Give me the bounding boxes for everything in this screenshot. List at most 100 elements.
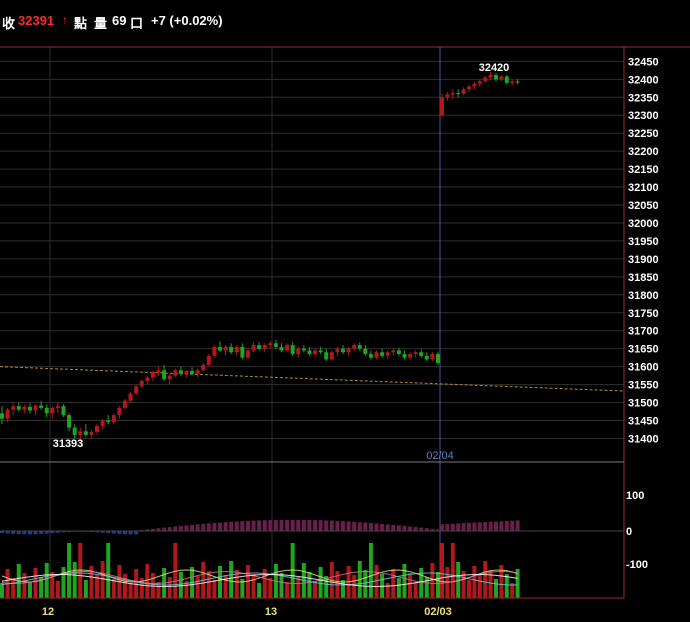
volume-bar xyxy=(72,562,77,598)
oscillator-bar xyxy=(27,531,32,535)
candle-body xyxy=(329,352,334,360)
oscillator-bar xyxy=(402,525,407,531)
oscillator-bar xyxy=(44,531,49,534)
volume-bar xyxy=(340,580,345,598)
volume-bar xyxy=(251,574,256,598)
candle-body xyxy=(195,370,200,374)
candle-body xyxy=(44,407,49,414)
candle-body xyxy=(162,370,167,380)
trend-line-segment xyxy=(0,366,625,392)
candle-body xyxy=(499,76,504,80)
oscillator-bar xyxy=(461,523,466,531)
volume-bar xyxy=(33,568,38,598)
candle-body xyxy=(251,345,256,351)
price-tick-label: 32400 xyxy=(628,74,659,86)
volume-bar xyxy=(352,575,357,598)
price-tick-label: 31950 xyxy=(628,236,659,248)
candle-body xyxy=(5,409,10,419)
volume-bar xyxy=(122,574,127,598)
candle-body xyxy=(368,354,373,358)
candle-body xyxy=(346,348,351,353)
candle-body xyxy=(128,393,133,401)
candle-body xyxy=(285,345,290,351)
candle-body xyxy=(240,346,245,358)
oscillator-bar xyxy=(391,524,396,531)
oscillator-bar xyxy=(380,523,385,531)
candle-body xyxy=(273,343,278,347)
price-tick-label: 32100 xyxy=(628,182,659,194)
candle-body xyxy=(0,413,4,419)
oscillator-bar xyxy=(296,519,301,531)
candle-body xyxy=(83,431,88,435)
volume-bar xyxy=(173,543,178,598)
candle-body xyxy=(22,406,27,410)
grid-lines xyxy=(0,47,624,598)
candle-body xyxy=(424,355,429,360)
volume-bar xyxy=(324,576,329,598)
volume-bar xyxy=(419,568,424,598)
candle-body xyxy=(385,352,390,356)
oscillator-bar xyxy=(67,531,72,533)
candle-body xyxy=(450,92,455,95)
oscillator-bar xyxy=(190,524,195,531)
candle-body xyxy=(173,370,178,376)
oscillator-bar xyxy=(100,531,105,533)
close-label: 收 xyxy=(2,16,16,31)
candle-body xyxy=(201,364,206,371)
candle-body xyxy=(436,354,440,364)
oscillator-bar xyxy=(313,520,318,531)
oscillator-bar xyxy=(301,519,306,531)
volume-bar xyxy=(467,580,471,598)
trend-line xyxy=(0,366,625,392)
axis-labels: 32420 31393 02/04 32450 32400 32350 32300 32250… xyxy=(42,56,659,618)
oscillator-bar xyxy=(408,526,413,531)
indicator-line xyxy=(1,569,518,583)
candle-body xyxy=(72,427,77,435)
volume-bar xyxy=(257,583,262,598)
price-tick-label: 32350 xyxy=(628,92,659,104)
volume-bar xyxy=(391,569,396,598)
oscillator-bar xyxy=(472,522,477,531)
candle-body xyxy=(335,348,340,353)
oscillator-bar xyxy=(212,522,217,531)
candle-body xyxy=(178,370,183,374)
price-tick-label: 32050 xyxy=(628,200,659,212)
volume-bar xyxy=(27,582,32,598)
price-tick-label: 31800 xyxy=(628,290,659,302)
volume-unit: 口 xyxy=(130,16,144,31)
candle-body xyxy=(413,352,418,355)
oscillator-bar xyxy=(329,520,334,531)
volume-bar xyxy=(22,573,27,598)
indicator-panel xyxy=(0,519,520,598)
candle-body xyxy=(456,92,461,94)
candle-body xyxy=(477,81,482,84)
candle-body xyxy=(340,348,345,353)
oscillator-bar xyxy=(279,519,284,531)
oscillator-bar xyxy=(307,519,312,531)
chart-frame xyxy=(0,46,690,599)
oscillator-bar xyxy=(483,522,488,531)
candle-body xyxy=(61,406,66,416)
oscillator-bar xyxy=(139,529,144,531)
candle-body xyxy=(363,348,368,355)
candle-body xyxy=(122,400,127,408)
volume-bar xyxy=(313,581,318,598)
candle-body xyxy=(190,370,195,374)
oscillator-bar xyxy=(273,519,278,531)
candle-body xyxy=(95,425,100,432)
candle-body xyxy=(313,350,318,355)
volume-value: 69 xyxy=(112,13,127,28)
oscillator-bar xyxy=(167,527,172,531)
volume-bar xyxy=(195,576,200,598)
candle-body xyxy=(156,370,161,373)
oscillator-bar xyxy=(39,531,44,535)
candle-body xyxy=(117,407,122,416)
oscillator-bar xyxy=(178,525,183,531)
oscillator-bar xyxy=(488,521,493,531)
oscillator-bar xyxy=(477,522,482,531)
oscillator-bar xyxy=(162,527,167,531)
price-tick-label: 32450 xyxy=(628,56,659,68)
volume-bar xyxy=(11,578,16,598)
candle-body xyxy=(467,86,471,90)
